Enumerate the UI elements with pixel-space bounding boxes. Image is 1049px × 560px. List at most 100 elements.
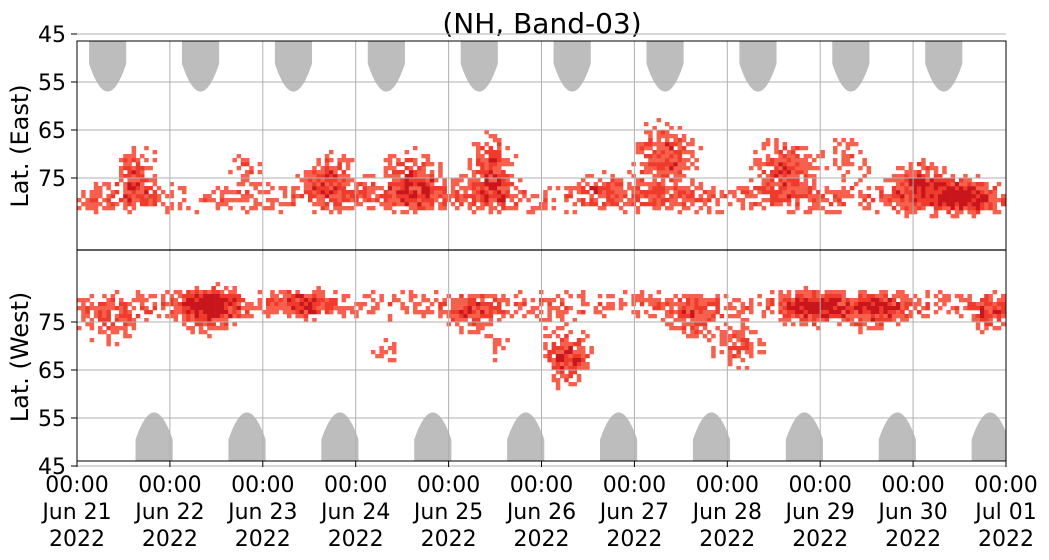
heat-cell <box>480 154 485 159</box>
heat-cell <box>690 326 695 331</box>
heat-cell <box>942 186 947 191</box>
heat-cell <box>652 206 657 211</box>
heat-cell <box>770 298 775 303</box>
heat-cell <box>744 194 750 199</box>
heat-cell <box>501 194 506 199</box>
heat-cell <box>644 298 649 303</box>
heat-cell <box>673 198 678 203</box>
heat-cell <box>883 310 888 315</box>
heat-cell <box>606 302 611 307</box>
heat-cell <box>896 190 901 195</box>
heat-cell <box>341 186 347 191</box>
heat-cell <box>879 294 884 299</box>
heat-cell <box>400 190 405 195</box>
heat-cell <box>933 310 939 315</box>
heat-cell <box>278 302 284 307</box>
heat-cell <box>278 186 284 191</box>
heat-cell <box>908 178 914 183</box>
heat-cell <box>165 194 170 199</box>
heat-cell <box>581 310 586 315</box>
heat-cell <box>807 206 813 211</box>
heat-cell <box>765 178 771 183</box>
heat-cell <box>421 206 426 211</box>
heat-cell <box>875 294 880 299</box>
heat-cell <box>543 190 548 195</box>
heat-cell <box>144 198 149 203</box>
heat-cell <box>144 202 149 207</box>
heat-cell <box>459 310 464 315</box>
heat-cell <box>497 174 502 179</box>
heat-cell <box>135 182 141 187</box>
heat-cell <box>379 346 384 351</box>
heat-cell <box>245 174 250 179</box>
heat-cell <box>929 178 935 183</box>
heat-cell <box>858 298 863 303</box>
heat-cell <box>228 294 233 299</box>
heat-cell <box>681 174 687 179</box>
heat-cell <box>673 154 678 159</box>
heat-cell <box>715 294 720 299</box>
heat-cell <box>803 286 809 291</box>
heat-cell <box>770 310 775 315</box>
heat-cell <box>749 302 754 307</box>
heat-cell <box>135 162 141 167</box>
heat-cell <box>404 190 410 195</box>
no-coverage-top-9 <box>925 41 963 92</box>
heat-cell <box>900 306 905 311</box>
heat-cell <box>215 186 221 191</box>
no-coverage-bottom-4 <box>507 412 545 461</box>
heat-cell <box>534 314 540 319</box>
heat-cell <box>938 202 943 207</box>
heat-cell <box>476 314 481 319</box>
heat-cell <box>425 206 431 211</box>
heat-cell <box>837 210 842 215</box>
heat-cell <box>211 322 216 327</box>
heat-cell <box>669 306 674 311</box>
heat-cell <box>656 138 662 143</box>
x-tick-label-date-8: Jun 29 <box>784 500 855 525</box>
heat-cell <box>144 190 149 195</box>
heat-cell <box>946 198 951 203</box>
heat-cell <box>954 306 960 311</box>
heat-cell <box>182 310 187 315</box>
heat-cell <box>413 294 418 299</box>
heat-cell <box>211 302 216 307</box>
heat-cell <box>749 342 754 347</box>
heat-cell <box>757 190 762 195</box>
heat-cell <box>324 302 330 307</box>
heat-cell <box>110 194 116 199</box>
heat-cell <box>728 350 733 355</box>
heat-cell <box>656 162 662 167</box>
heat-cell <box>883 198 888 203</box>
heat-cell <box>350 178 355 183</box>
heat-cell <box>387 358 393 363</box>
heat-cell <box>522 314 527 319</box>
heat-cell <box>791 306 796 311</box>
heat-cell <box>917 170 922 175</box>
heat-cell <box>295 290 300 295</box>
heat-cell <box>568 294 573 299</box>
heat-cell <box>320 170 326 175</box>
heat-cell <box>324 206 330 211</box>
heat-cell <box>610 306 615 311</box>
heat-cell <box>917 298 922 303</box>
heat-cell <box>249 182 254 187</box>
heat-cell <box>593 310 599 315</box>
heat-cell <box>946 202 951 207</box>
heat-cell <box>572 186 578 191</box>
heat-cell <box>194 210 200 215</box>
heat-cell <box>274 302 279 307</box>
heat-cell <box>736 298 741 303</box>
heat-cell <box>900 198 905 203</box>
heat-cell <box>505 146 510 151</box>
heat-cell <box>488 198 494 203</box>
heat-cell <box>774 170 779 175</box>
heat-cell <box>904 206 909 211</box>
heat-cell <box>954 214 960 219</box>
heat-cell <box>581 338 586 343</box>
heat-cell <box>904 318 909 323</box>
heat-cell <box>795 162 800 167</box>
heat-cell <box>690 198 695 203</box>
heat-cell <box>585 182 590 187</box>
heat-cell <box>375 198 380 203</box>
